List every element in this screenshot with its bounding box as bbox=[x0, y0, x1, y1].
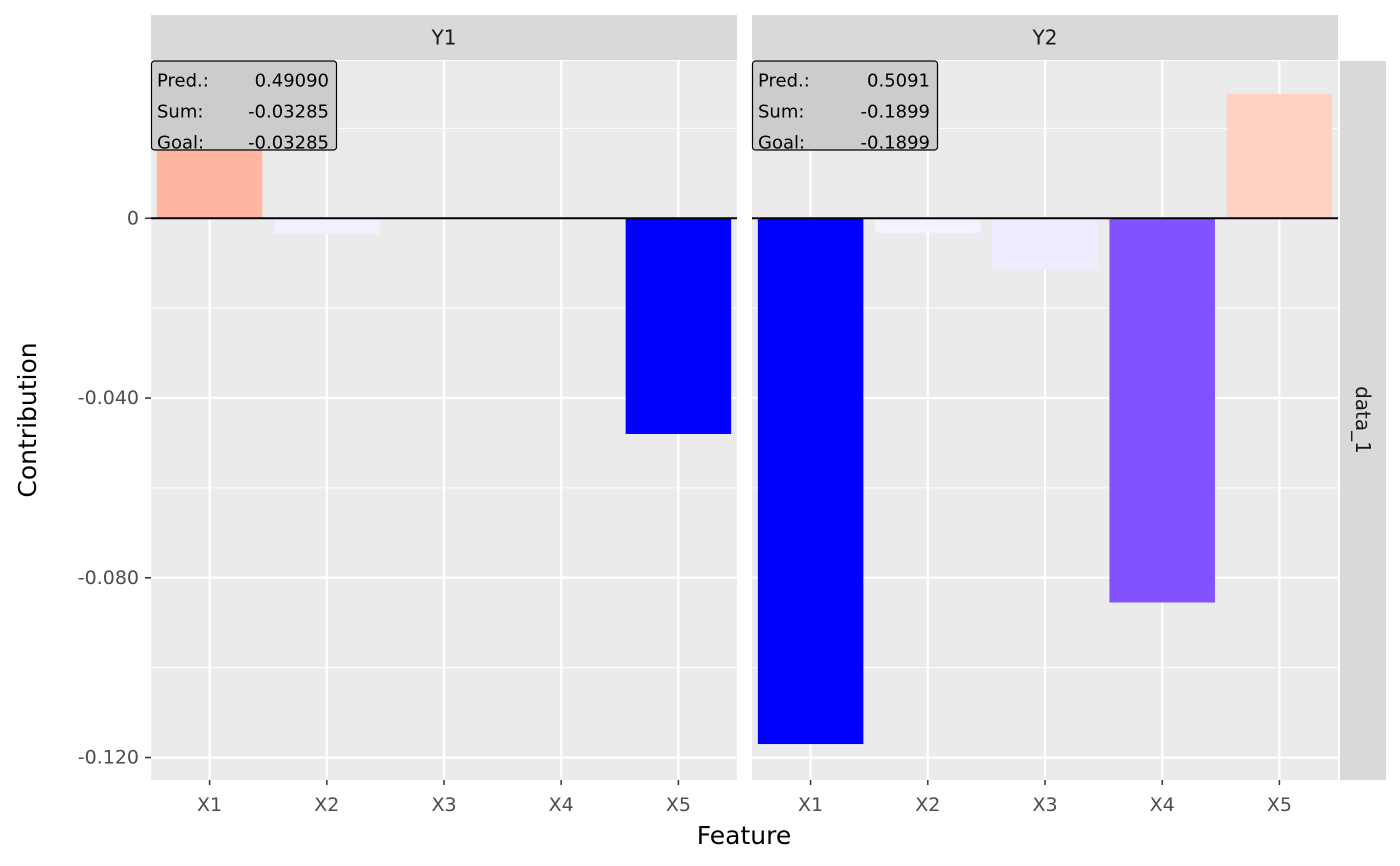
annotation-background bbox=[150, 60, 338, 151]
annotation-value: -0.1899 bbox=[861, 102, 930, 123]
annotation-box: Pred.: 0.5091 Sum: -0.1899 Goal: -0.1899 bbox=[751, 60, 939, 154]
annotation-label: Sum: bbox=[758, 102, 804, 123]
annotation-value: -0.1899 bbox=[861, 133, 930, 154]
x-tick-label: X1 bbox=[798, 794, 823, 816]
x-tick-label: X5 bbox=[1267, 794, 1292, 816]
y-axis: 0 -0.040 -0.080 -0.120 bbox=[78, 207, 151, 769]
facet-row-strip-bg bbox=[1340, 61, 1386, 780]
x-tick-label: X2 bbox=[314, 794, 339, 816]
panel-y2: Y2 X1 X2 X3 X4 X5 Pred.: 0.5091 Sum: -0.1899 Goal:… bbox=[751, 15, 1338, 816]
panel-title: Y2 bbox=[1032, 26, 1058, 50]
panel-strip bbox=[151, 15, 737, 60]
annotation-value: 0.5091 bbox=[867, 71, 930, 92]
annotation-box: Pred.: 0.49090 Sum: -0.03285 Goal: -0.03285 bbox=[150, 60, 338, 154]
x-tick-label: X3 bbox=[431, 794, 456, 816]
y-tick-label: -0.120 bbox=[78, 747, 139, 769]
annotation-value: 0.49090 bbox=[255, 71, 329, 92]
y-axis-title: Contribution bbox=[13, 342, 42, 497]
annotation-label: Sum: bbox=[157, 102, 203, 123]
facet-row-label: data_1 bbox=[1351, 386, 1375, 454]
y-tick-label: 0 bbox=[127, 207, 139, 229]
x-axis-title: Feature bbox=[697, 821, 791, 850]
y-tick-label: -0.080 bbox=[78, 567, 139, 589]
bar-y2-x1 bbox=[757, 218, 864, 745]
x-tick-label: X5 bbox=[666, 794, 691, 816]
x-tick-label: X3 bbox=[1032, 794, 1057, 816]
bar-y2-x3 bbox=[992, 218, 1098, 270]
annotation-background bbox=[751, 60, 939, 151]
annotation-label: Goal: bbox=[157, 133, 204, 154]
panels-layer: Y1 X1 X2 X3 X4 X5 Pred.: 0.49090 Sum: -0.03285 Goa… bbox=[150, 15, 1338, 816]
y-tick-label: -0.040 bbox=[78, 387, 139, 409]
x-tick-label: X1 bbox=[197, 794, 222, 816]
annotation-label: Goal: bbox=[758, 133, 805, 154]
annotation-label: Pred.: bbox=[157, 71, 209, 92]
bar-y2-x4 bbox=[1109, 218, 1215, 603]
bar-y2-x2 bbox=[875, 218, 981, 233]
x-tick-label: X4 bbox=[549, 794, 574, 816]
annotation-value: -0.03285 bbox=[248, 133, 329, 154]
annotation-label: Pred.: bbox=[758, 71, 810, 92]
bar-y1-x2 bbox=[274, 218, 380, 235]
panel-title: Y1 bbox=[431, 26, 457, 50]
bar-y2-x5 bbox=[1226, 93, 1333, 219]
panel-y1: Y1 X1 X2 X3 X4 X5 Pred.: 0.49090 Sum: -0.03285 Goa… bbox=[150, 15, 737, 816]
annotation-value: -0.03285 bbox=[248, 102, 329, 123]
bar-y1-x5 bbox=[625, 218, 732, 434]
x-tick-label: X4 bbox=[1150, 794, 1175, 816]
facet-row-strip: data_1 bbox=[1340, 61, 1386, 780]
panel-strip bbox=[752, 15, 1338, 60]
bar-y1-x1 bbox=[156, 137, 263, 219]
x-tick-label: X2 bbox=[915, 794, 940, 816]
